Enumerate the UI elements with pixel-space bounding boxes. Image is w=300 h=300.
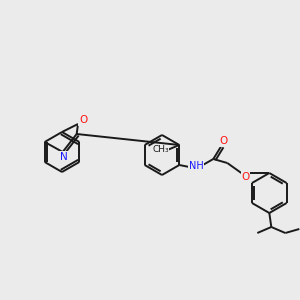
Text: O: O	[219, 136, 227, 146]
Text: N: N	[60, 152, 68, 162]
Text: O: O	[241, 172, 249, 182]
Text: CH₃: CH₃	[152, 146, 169, 154]
Text: O: O	[79, 115, 87, 125]
Text: NH: NH	[189, 161, 204, 171]
